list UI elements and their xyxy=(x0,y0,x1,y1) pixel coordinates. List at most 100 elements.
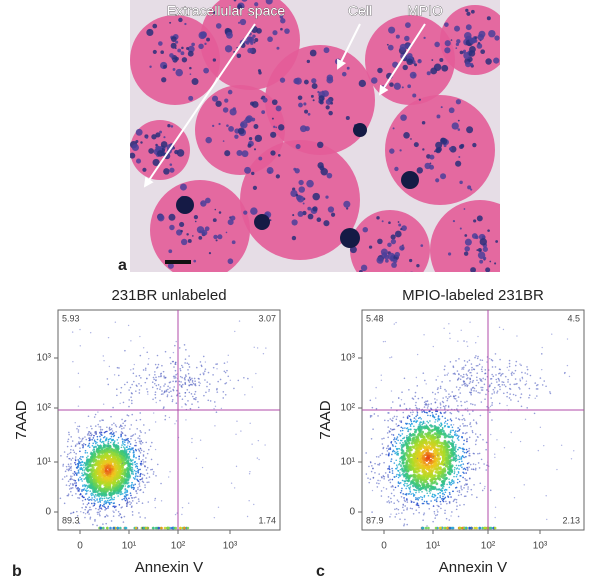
event xyxy=(434,471,437,474)
event xyxy=(139,450,141,452)
event xyxy=(78,466,80,468)
event xyxy=(78,443,80,445)
event xyxy=(167,396,169,398)
event xyxy=(172,399,174,401)
event xyxy=(109,497,111,499)
event xyxy=(130,463,132,465)
event xyxy=(415,497,417,499)
mpio-particle xyxy=(448,252,451,255)
event xyxy=(459,481,461,483)
event xyxy=(98,496,100,498)
event xyxy=(214,401,216,403)
event xyxy=(198,378,200,380)
event xyxy=(142,502,144,504)
event xyxy=(74,462,76,464)
event xyxy=(121,444,123,446)
event xyxy=(416,498,418,500)
event xyxy=(400,430,402,432)
mpio-particle xyxy=(200,272,207,279)
event xyxy=(511,373,513,375)
event xyxy=(106,454,109,457)
mpio-particle xyxy=(312,193,320,201)
event xyxy=(179,381,181,383)
event xyxy=(402,433,404,435)
event xyxy=(109,366,110,367)
event xyxy=(142,474,144,476)
mpio-particle xyxy=(136,159,141,164)
event xyxy=(396,416,398,418)
event xyxy=(75,485,77,487)
event xyxy=(392,417,394,419)
event xyxy=(433,428,436,431)
event xyxy=(105,523,107,525)
event xyxy=(520,364,522,366)
mpio-particle xyxy=(459,278,464,283)
event xyxy=(223,391,225,393)
event xyxy=(442,455,445,458)
event xyxy=(86,493,88,495)
mpio-particle xyxy=(224,150,230,156)
event xyxy=(130,424,132,426)
event xyxy=(481,459,483,461)
event xyxy=(425,445,428,448)
event xyxy=(184,362,186,364)
mpio-particle xyxy=(275,126,277,128)
event xyxy=(444,369,446,371)
event xyxy=(104,516,106,518)
event xyxy=(399,472,401,474)
event xyxy=(247,378,249,380)
annotation: Cell xyxy=(348,3,372,19)
event xyxy=(227,376,229,378)
event xyxy=(455,435,457,437)
event xyxy=(441,480,444,483)
event xyxy=(105,449,108,452)
mpio-particle xyxy=(170,163,173,166)
event xyxy=(79,497,81,499)
event xyxy=(155,391,157,393)
event xyxy=(365,452,367,454)
mpio-particle xyxy=(254,124,259,129)
event xyxy=(79,329,80,330)
mpio-particle xyxy=(346,116,350,120)
mpio-particle xyxy=(441,106,443,108)
event xyxy=(111,424,113,426)
event xyxy=(127,449,129,451)
event xyxy=(119,426,121,428)
event xyxy=(99,487,102,490)
event xyxy=(114,488,117,491)
mpio-particle xyxy=(361,265,367,271)
event xyxy=(457,491,459,493)
event xyxy=(391,486,393,488)
mpio-particle xyxy=(458,120,460,122)
event xyxy=(444,374,446,376)
event xyxy=(214,517,215,518)
event xyxy=(99,506,101,508)
event xyxy=(451,420,453,422)
event xyxy=(475,469,477,471)
event xyxy=(106,527,109,530)
event xyxy=(135,433,137,435)
mpio-particle xyxy=(270,150,275,155)
mpio-particle xyxy=(148,148,154,154)
event xyxy=(99,510,101,512)
event xyxy=(86,458,88,460)
event xyxy=(485,369,487,371)
event xyxy=(112,407,114,409)
mpio-particle xyxy=(359,270,363,274)
event xyxy=(79,458,81,460)
event xyxy=(437,454,438,455)
event xyxy=(81,464,83,466)
event xyxy=(104,436,106,438)
event xyxy=(466,386,468,388)
event xyxy=(412,493,414,495)
plot-title: 231BR unlabeled xyxy=(111,287,226,304)
event xyxy=(422,438,425,441)
event xyxy=(481,380,483,382)
event xyxy=(77,490,79,492)
event xyxy=(443,412,445,414)
mpio-particle xyxy=(276,174,280,178)
event xyxy=(406,494,408,496)
event xyxy=(449,501,451,503)
event xyxy=(519,388,521,390)
event xyxy=(129,501,131,503)
